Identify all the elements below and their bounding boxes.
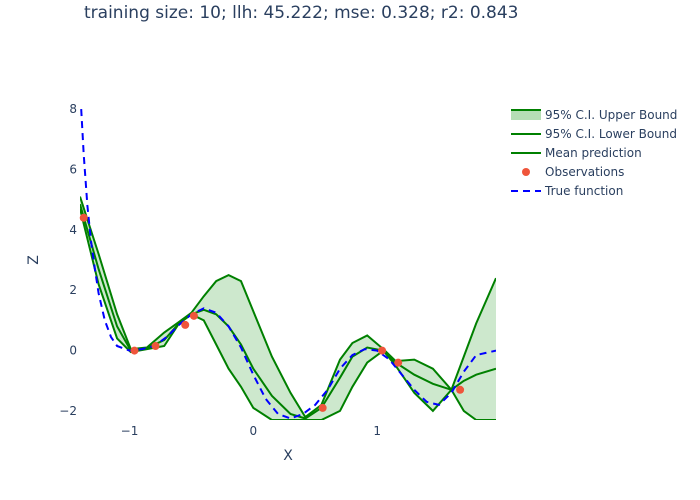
x-axis-title: X xyxy=(283,448,293,464)
y-tick-label: 0 xyxy=(69,344,77,358)
observation-point xyxy=(456,385,465,394)
chart-title: training size: 10; llh: 45.222; mse: 0.3… xyxy=(84,3,519,23)
x-tick-label: −1 xyxy=(121,424,139,438)
ci-upper-line xyxy=(80,196,496,419)
y-axis-title: Z xyxy=(26,255,42,265)
observation-point xyxy=(79,213,88,222)
tick-labels: −1 0 1 −2 0 2 4 6 8 xyxy=(59,102,381,438)
y-tick-label: 4 xyxy=(69,223,77,237)
legend-label: 95% C.I. Upper Bound xyxy=(545,108,677,122)
y-tick-label: 8 xyxy=(69,102,77,116)
observation-point xyxy=(130,346,139,355)
legend-ci-band-swatch xyxy=(511,110,541,120)
observation-point xyxy=(394,358,403,367)
legend-label: Mean prediction xyxy=(545,146,642,160)
legend: 95% C.I. Upper Bound 95% C.I. Lower Bound… xyxy=(511,108,677,198)
observation-point xyxy=(151,342,160,351)
observations-layer xyxy=(79,213,465,412)
y-tick-label: 6 xyxy=(69,162,77,176)
legend-label: 95% C.I. Lower Bound xyxy=(545,127,677,141)
y-tick-label: 2 xyxy=(69,283,77,297)
true-function-line xyxy=(80,109,496,420)
y-tick-label: −2 xyxy=(59,404,77,418)
observation-point xyxy=(189,311,198,320)
legend-label: Observations xyxy=(545,165,624,179)
x-tick-label: 0 xyxy=(250,424,258,438)
legend-observations-marker xyxy=(522,168,530,176)
legend-label: True function xyxy=(544,184,623,198)
observation-point xyxy=(378,346,387,355)
observation-point xyxy=(181,320,190,329)
x-tick-label: 1 xyxy=(373,424,381,438)
observation-point xyxy=(318,403,327,412)
